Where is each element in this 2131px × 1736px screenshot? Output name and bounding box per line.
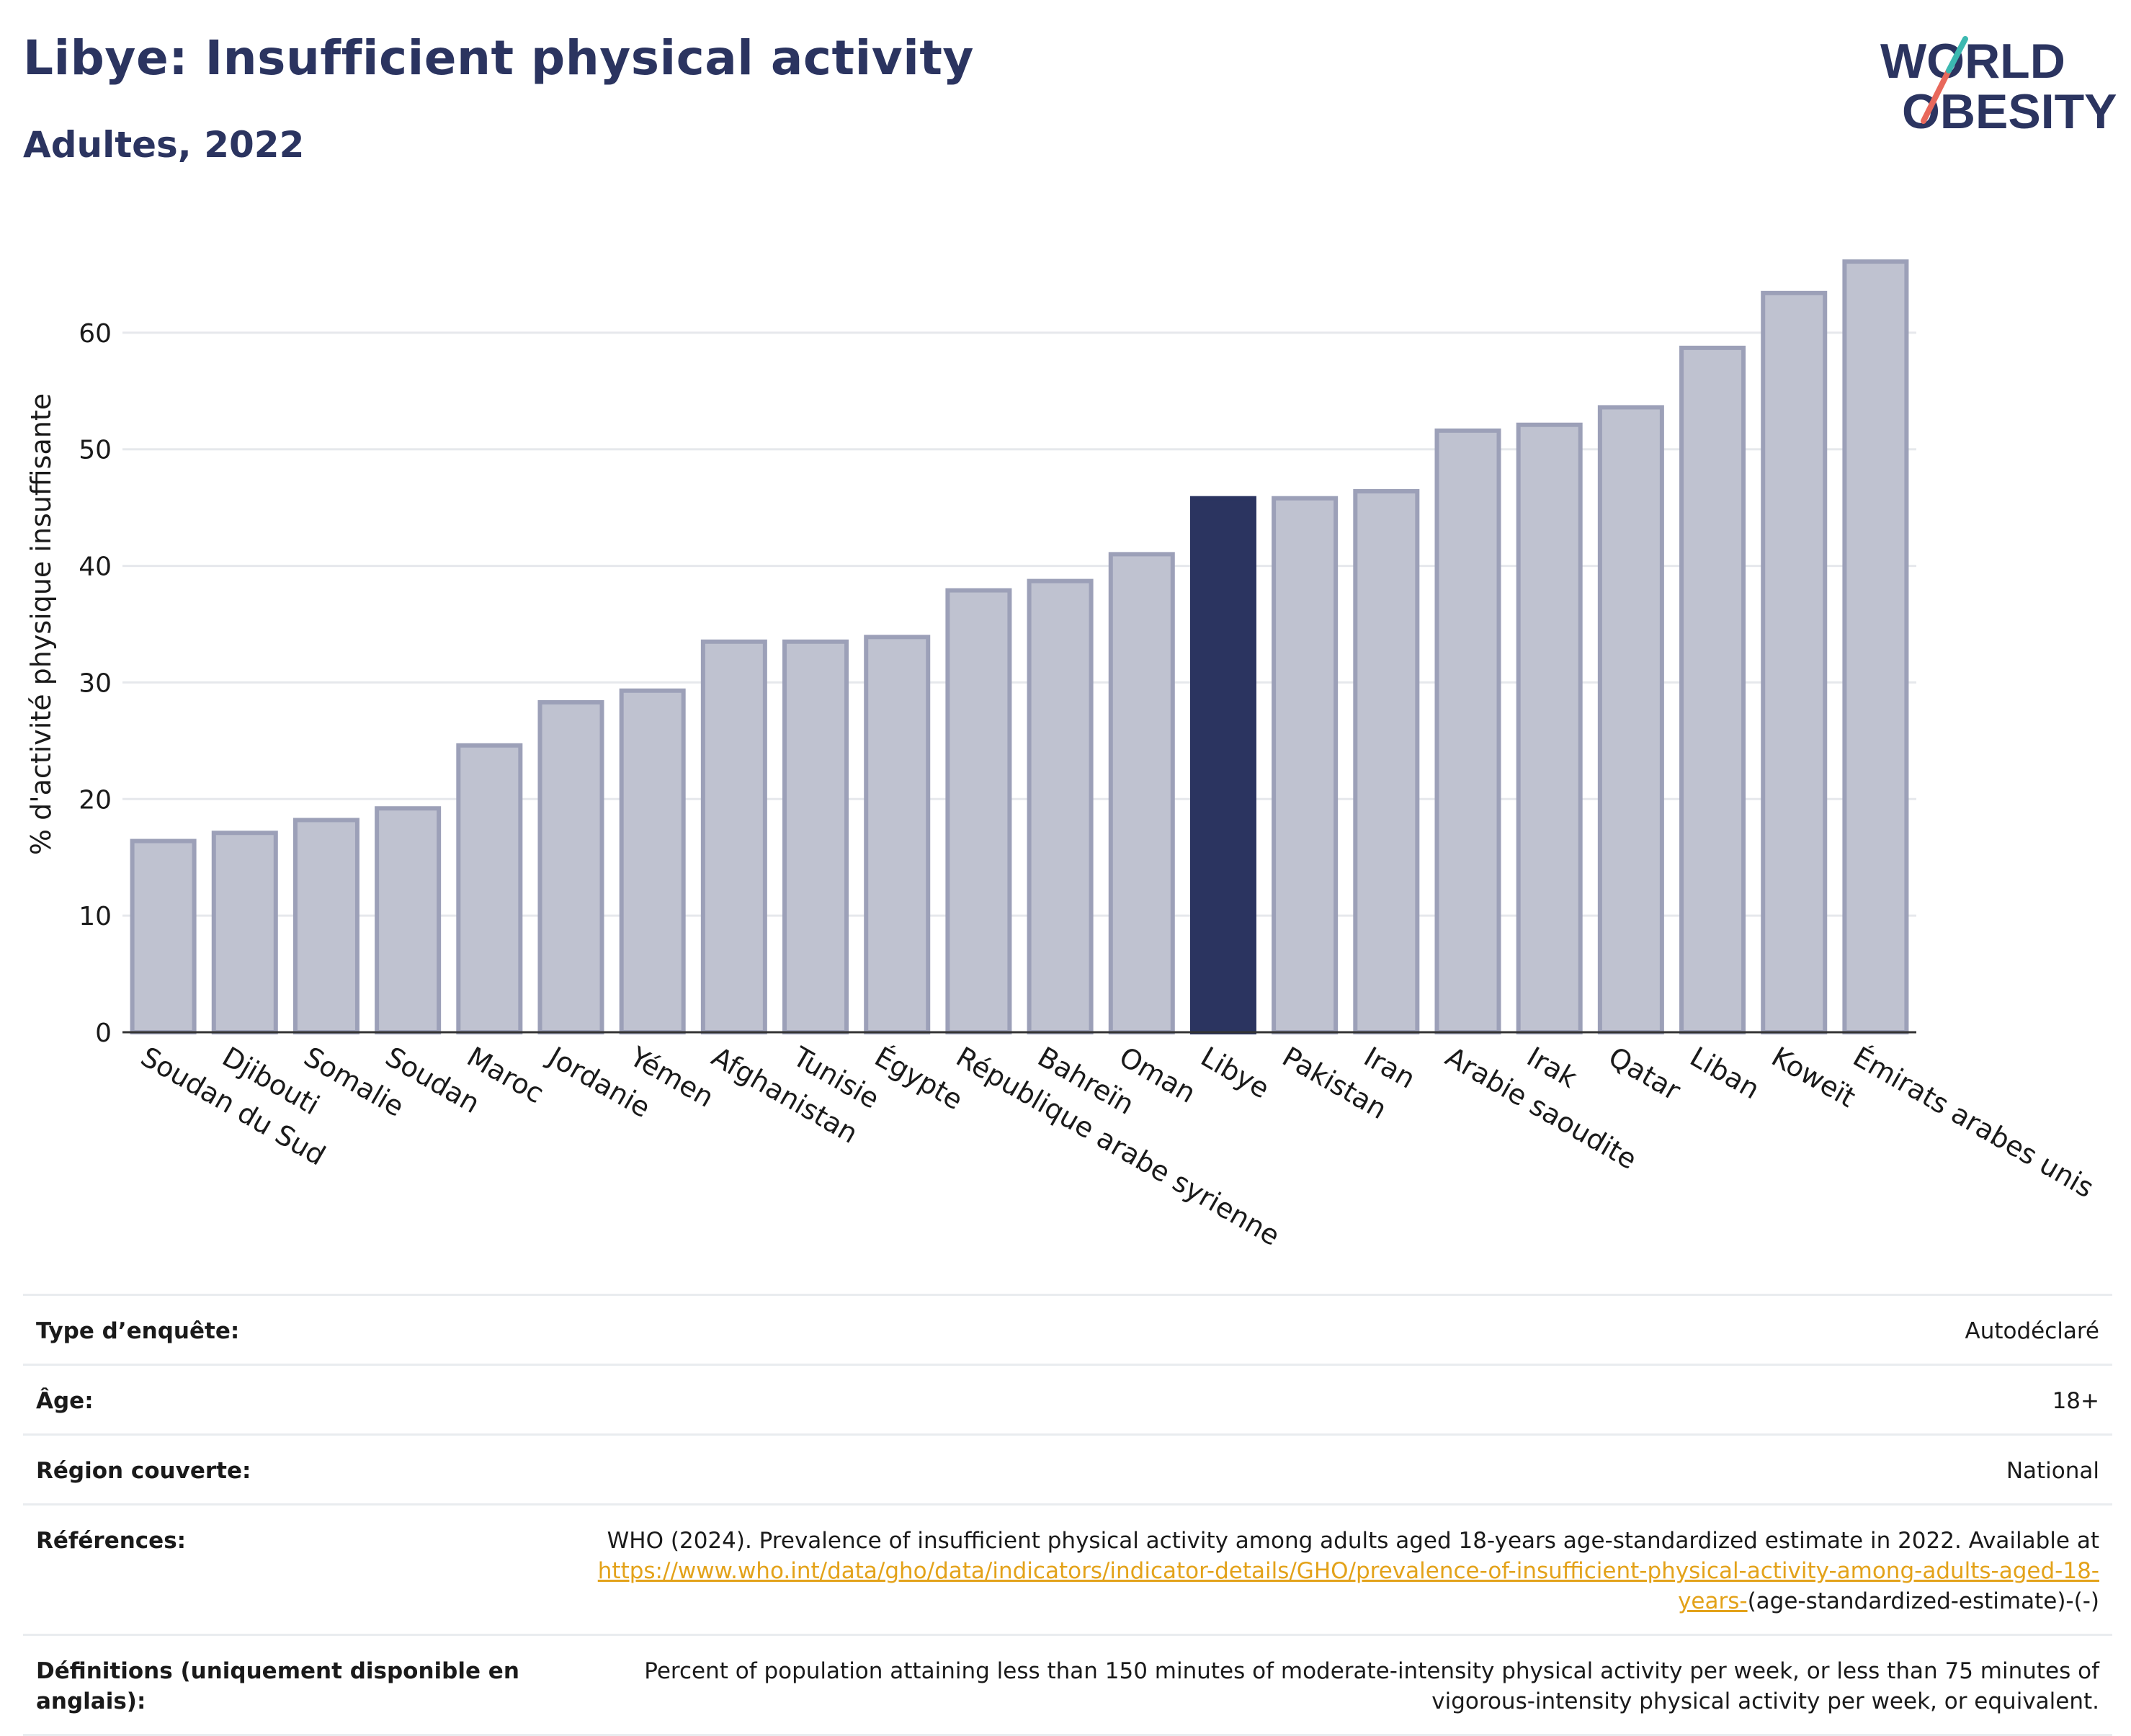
info-label: Région couverte: bbox=[36, 1458, 251, 1484]
bar bbox=[1842, 259, 1909, 1035]
info-value-text: Percent of population attaining less tha… bbox=[644, 1658, 2099, 1714]
info-label: Définitions (uniquement disponible en an… bbox=[36, 1658, 519, 1714]
y-tick-label: 60 bbox=[79, 319, 112, 349]
chart-title: Libye: Insufficient physical activity bbox=[23, 30, 974, 86]
bar-chart: 0 10 20 30 40 50 60 Soudan du SudDjiboutiSomal… bbox=[25, 259, 2099, 1252]
info-value: National bbox=[2006, 1456, 2099, 1486]
x-tick-label: Égypte bbox=[870, 1041, 968, 1117]
x-tick-labels: Soudan du SudDjiboutiSomalieSoudanMarocJ… bbox=[135, 1040, 2099, 1252]
bar bbox=[1353, 488, 1420, 1034]
bar bbox=[1434, 428, 1501, 1034]
bar bbox=[130, 838, 197, 1035]
bar bbox=[292, 818, 359, 1035]
bar bbox=[1761, 290, 1828, 1035]
info-table: Type d’enquête: Autodéclaré Âge: 18+ Région … bbox=[23, 1294, 2112, 1736]
info-value-text: Autodéclaré bbox=[1965, 1318, 2099, 1344]
info-label: Âge: bbox=[36, 1388, 94, 1414]
world-obesity-logo: WORLD OBESITY bbox=[1880, 34, 2117, 139]
x-tick-label: Qatar bbox=[1603, 1041, 1686, 1107]
bar bbox=[211, 831, 278, 1034]
logo-line-1: WORLD bbox=[1880, 34, 2065, 89]
x-tick-label: Émirats arabes unis bbox=[1848, 1041, 2099, 1204]
info-row: Âge: 18+ bbox=[23, 1364, 2112, 1433]
y-tick-label: 10 bbox=[79, 902, 112, 931]
bar bbox=[700, 639, 767, 1034]
bar bbox=[619, 688, 686, 1034]
x-tick-label: Libye bbox=[1195, 1041, 1274, 1105]
bar bbox=[782, 639, 849, 1034]
bar bbox=[945, 588, 1012, 1034]
logo-slash-teal bbox=[1946, 36, 1968, 73]
info-value: Percent of population attaining less tha… bbox=[550, 1656, 2099, 1717]
info-row: Type d’enquête: Autodéclaré bbox=[23, 1294, 2112, 1364]
bars bbox=[130, 259, 1909, 1035]
x-tick-label: Liban bbox=[1685, 1041, 1765, 1106]
reference-link[interactable]: https://www.who.int/data/gho/data/indica… bbox=[597, 1558, 2099, 1614]
bar bbox=[1272, 496, 1339, 1034]
y-tick-labels: 0 10 20 30 40 50 60 bbox=[79, 319, 112, 1048]
bar bbox=[537, 699, 604, 1034]
chart-subtitle: Adultes, 2022 bbox=[23, 124, 305, 166]
info-row: Définitions (uniquement disponible en an… bbox=[23, 1634, 2112, 1736]
info-label: Références: bbox=[36, 1528, 187, 1554]
info-value-text: 18+ bbox=[2052, 1388, 2099, 1414]
info-row: Région couverte: National bbox=[23, 1433, 2112, 1503]
bar bbox=[1027, 578, 1094, 1034]
info-value: WHO (2024). Prevalence of insufficient p… bbox=[550, 1526, 2099, 1616]
y-tick-label: 40 bbox=[79, 552, 112, 582]
info-row: Références: WHO (2024). Prevalence of ins… bbox=[23, 1503, 2112, 1634]
y-tick-label: 0 bbox=[95, 1019, 112, 1048]
bar bbox=[456, 743, 523, 1034]
y-axis-label: % d'activité physique insuffisante bbox=[25, 393, 57, 855]
y-tick-label: 20 bbox=[79, 785, 112, 815]
bar-highlighted bbox=[1189, 496, 1256, 1034]
x-tick-label: Koweït bbox=[1766, 1041, 1861, 1114]
bar bbox=[1597, 405, 1664, 1034]
info-label: Type d’enquête: bbox=[36, 1318, 240, 1344]
bar bbox=[1516, 422, 1583, 1034]
info-value-text: National bbox=[2006, 1458, 2099, 1484]
info-value: Autodéclaré bbox=[1965, 1316, 2099, 1346]
bar bbox=[864, 635, 931, 1034]
info-value-suffix: (age-standardized-estimate)-(-) bbox=[1747, 1588, 2099, 1614]
bar bbox=[1679, 345, 1746, 1034]
info-value-text: WHO (2024). Prevalence of insufficient p… bbox=[607, 1528, 2099, 1554]
bar bbox=[375, 806, 442, 1034]
y-tick-label: 50 bbox=[79, 436, 112, 465]
info-value: 18+ bbox=[2052, 1386, 2099, 1416]
y-tick-label: 30 bbox=[79, 668, 112, 698]
bar bbox=[1108, 552, 1175, 1034]
logo-slash-red bbox=[1921, 68, 1952, 124]
